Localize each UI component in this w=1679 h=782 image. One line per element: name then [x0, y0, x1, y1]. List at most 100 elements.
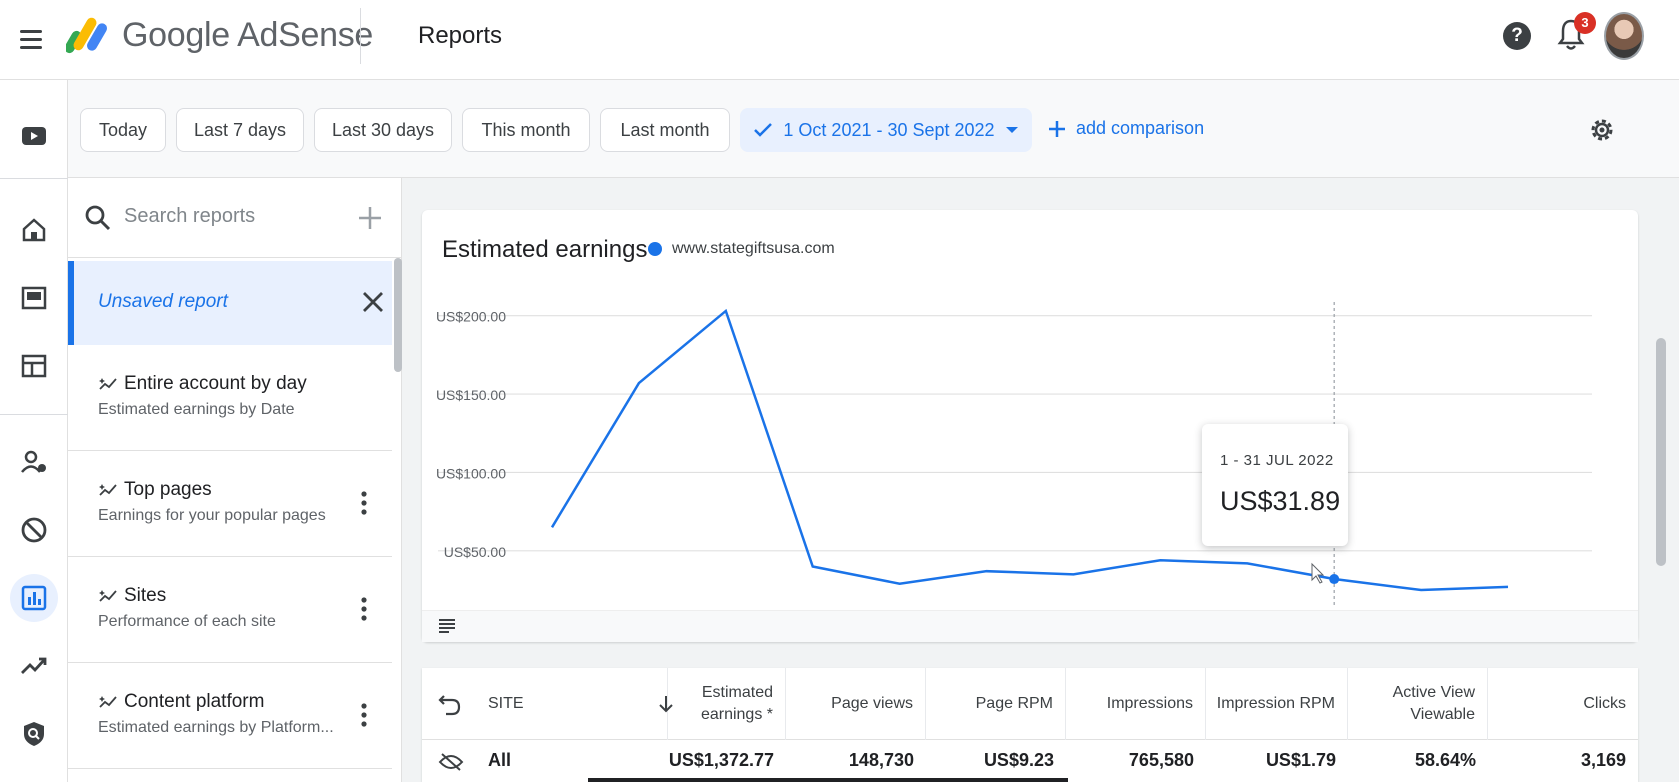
column-header-site[interactable]: SITE [488, 668, 668, 740]
report-item-entire-account[interactable]: Entire account by day Estimated earnings… [68, 345, 392, 451]
top-app-bar: Google AdSense Reports ? 3 [0, 0, 1679, 80]
cell-active-view: 58.64% [1414, 750, 1476, 770]
notifications-button[interactable]: 3 [1556, 12, 1596, 54]
report-item-subtitle: Estimated earnings by Platform... [98, 719, 334, 736]
sort-arrow-down-icon [659, 696, 673, 713]
caret-down-icon [1005, 127, 1018, 133]
layout-icon[interactable] [10, 342, 58, 390]
cell-page-views: 148,730 [848, 750, 914, 770]
y-tick-label: US$50.00 [444, 544, 506, 560]
mouse-cursor-icon [1311, 562, 1325, 584]
report-item-title: Sites [124, 585, 167, 606]
ad-unit-icon[interactable] [10, 274, 58, 322]
page-scrollbar[interactable] [1656, 338, 1666, 566]
sparkle-icon [99, 590, 117, 602]
new-report-plus-icon[interactable] [356, 204, 384, 232]
add-comparison-button[interactable]: add comparison [1048, 118, 1204, 139]
home-icon[interactable] [10, 206, 58, 254]
column-header-label: Impression RPM [1216, 695, 1335, 712]
more-vert-icon[interactable] [354, 701, 374, 729]
y-tick-label: US$200.00 [436, 309, 506, 325]
table-row[interactable]: All US$1,372.77 148,730 US$9.23 765,580 … [422, 740, 1638, 782]
close-icon[interactable] [360, 289, 386, 315]
menu-bar [20, 29, 42, 33]
date-filter-bar: Today Last 7 days Last 30 days This mont… [68, 80, 1679, 178]
account-icon[interactable] [10, 438, 58, 486]
notification-badge: 3 [1574, 12, 1596, 34]
privacy-icon[interactable] [10, 710, 58, 758]
report-item-subtitle: Performance of each site [98, 613, 276, 630]
menu-bar [20, 45, 42, 49]
y-tick-label: US$150.00 [436, 387, 506, 403]
unsaved-report-item[interactable]: Unsaved report [68, 261, 392, 345]
tooltip-value: US$31.89 [1220, 486, 1341, 516]
table-toggle-icon[interactable] [438, 617, 456, 635]
report-item-top-pages[interactable]: Top pages Earnings for your popular page… [68, 451, 392, 557]
reports-icon[interactable] [10, 574, 58, 622]
add-comparison-label: add comparison [1076, 118, 1205, 138]
date-range-dropdown[interactable]: 1 Oct 2021 - 30 Sept 2022 [740, 108, 1032, 152]
plus-icon [1049, 120, 1065, 137]
avatar[interactable] [1604, 12, 1644, 60]
page-title: Reports [418, 22, 503, 49]
report-item-title: Content platform [124, 691, 265, 712]
table-header: SITE Estimated earnings * Page views Pag… [422, 668, 1638, 740]
column-header-estimated-earnings[interactable]: Estimated earnings * [646, 668, 786, 740]
header-divider [360, 8, 361, 64]
search-reports-input[interactable] [124, 198, 344, 234]
optimization-icon[interactable] [10, 642, 58, 690]
report-item-sites[interactable]: Sites Performance of each site [68, 557, 392, 663]
column-header-page-views[interactable]: Page views [786, 668, 926, 740]
chip-today[interactable]: Today [80, 108, 166, 152]
gear-icon[interactable] [1586, 114, 1618, 146]
data-point[interactable] [1329, 574, 1340, 585]
chip-last-30-days[interactable]: Last 30 days [314, 108, 452, 152]
date-range-label: 1 Oct 2021 - 30 Sept 2022 [783, 119, 995, 140]
column-header-label: Impressions [1106, 695, 1193, 712]
report-item-title: Top pages [124, 479, 212, 500]
menu-bar [20, 37, 42, 41]
column-header-clicks[interactable]: Clicks [1488, 668, 1638, 740]
column-header-label: Estimated earnings * [700, 684, 773, 723]
column-header-label: SITE [488, 695, 524, 712]
column-header-page-rpm[interactable]: Page RPM [926, 668, 1066, 740]
chart-tooltip: 1 - 31 JUL 2022 US$31.89 [1202, 424, 1348, 546]
series-line [550, 308, 1509, 592]
report-item-subtitle: Estimated earnings by Date [98, 401, 295, 418]
more-vert-icon[interactable] [354, 595, 374, 623]
check-icon [754, 123, 773, 137]
more-vert-icon[interactable] [354, 489, 374, 517]
rail-divider [0, 178, 68, 179]
cell-clicks: 3,169 [1580, 750, 1626, 770]
search-reports-row [68, 178, 402, 258]
chip-this-month[interactable]: This month [462, 108, 590, 152]
cell-page-rpm: US$9.23 [983, 750, 1054, 770]
cell-impression-rpm: US$1.79 [1265, 750, 1336, 770]
column-header-label: Clicks [1583, 695, 1626, 712]
cell-site: All [488, 750, 512, 770]
report-list-scrollbar[interactable] [394, 258, 402, 372]
reset-icon[interactable] [438, 692, 462, 716]
y-tick-label: US$100.00 [436, 465, 506, 481]
block-icon[interactable] [10, 506, 58, 554]
chip-last-7-days[interactable]: Last 7 days [176, 108, 304, 152]
unsaved-report-label: Unsaved report [98, 291, 228, 312]
report-item-title: Entire account by day [124, 373, 307, 394]
visibility-off-icon[interactable] [438, 752, 464, 772]
sparkle-icon [99, 484, 117, 496]
help-icon[interactable]: ? [1503, 22, 1531, 50]
chart-title: Estimated earnings [442, 236, 648, 263]
report-table: SITE Estimated earnings * Page views Pag… [422, 668, 1638, 782]
rail-divider [0, 414, 68, 415]
report-item-content-platform[interactable]: Content platform Estimated earnings by P… [68, 663, 392, 769]
chip-last-month[interactable]: Last month [600, 108, 730, 152]
column-header-active-view[interactable]: Active View Viewable [1348, 668, 1488, 740]
video-progress-bar [588, 778, 1068, 782]
column-header-impression-rpm[interactable]: Impression RPM [1206, 668, 1348, 740]
report-item-subtitle: Earnings for your popular pages [98, 507, 326, 524]
youtube-icon[interactable] [10, 112, 58, 160]
column-header-impressions[interactable]: Impressions [1066, 668, 1206, 740]
main-menu-button[interactable] [14, 22, 48, 56]
